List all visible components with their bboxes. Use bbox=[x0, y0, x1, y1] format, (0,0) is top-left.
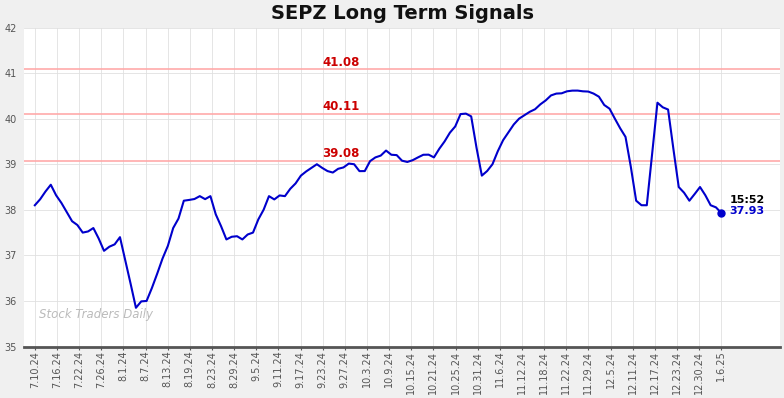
Title: SEPZ Long Term Signals: SEPZ Long Term Signals bbox=[270, 4, 533, 23]
Text: 40.11: 40.11 bbox=[322, 100, 359, 113]
Text: 41.08: 41.08 bbox=[322, 56, 360, 69]
Text: 15:52: 15:52 bbox=[729, 195, 764, 205]
Text: Stock Traders Daily: Stock Traders Daily bbox=[39, 308, 154, 321]
Text: 39.08: 39.08 bbox=[322, 147, 360, 160]
Text: 37.93: 37.93 bbox=[729, 206, 764, 216]
